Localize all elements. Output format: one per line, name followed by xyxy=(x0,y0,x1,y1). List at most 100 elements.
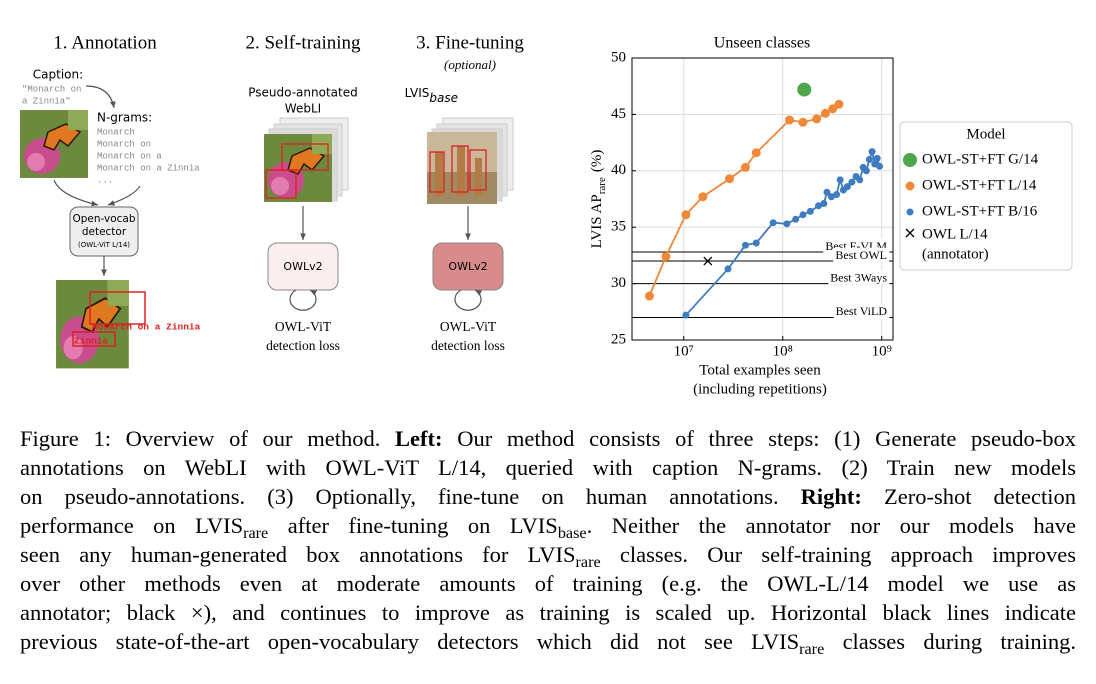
box-label: Zinnia xyxy=(74,336,109,347)
data-label: LVISbase xyxy=(405,86,458,105)
ngram: Monarch on a Zinnia xyxy=(97,163,200,173)
data-point xyxy=(836,176,844,184)
data-label: LVIS xyxy=(405,86,430,100)
data-point xyxy=(833,190,841,198)
data-label-sub: base xyxy=(429,91,458,105)
x-tick-label: 10⁹ xyxy=(872,343,892,359)
data-point xyxy=(820,200,828,208)
data-point xyxy=(806,207,814,215)
caption-text: Zero-shot detection xyxy=(861,484,1076,509)
model-label: OWLv2 xyxy=(448,260,487,273)
loss-label: detection loss xyxy=(266,338,340,353)
y-tick-label: 30 xyxy=(611,275,626,291)
caption-line: performance on LVISrare after fine-tunin… xyxy=(20,511,1076,542)
caption-text: classes. Our self-training approach impr… xyxy=(600,542,1076,567)
step-title: 3. Fine-tuning xyxy=(416,32,524,53)
reference-label-bg xyxy=(833,247,889,262)
caption-text: Our method consists of three steps: (1) … xyxy=(442,426,1076,451)
loss-label: detection loss xyxy=(431,338,505,353)
data-point xyxy=(865,156,873,164)
detector-label: detector xyxy=(82,226,127,238)
legend-title: Model xyxy=(966,126,1005,142)
caption-text: rare xyxy=(243,523,269,542)
ngram: Monarch on xyxy=(97,139,151,149)
arrow xyxy=(53,179,99,207)
caption-text: base xyxy=(557,523,587,542)
data-point xyxy=(751,148,761,158)
pseudo-box xyxy=(72,331,116,347)
data-point xyxy=(741,241,749,249)
optional-note: (optional) xyxy=(444,57,496,72)
y-axis-label-sub: rare xyxy=(596,177,608,194)
detector-model: (OWL-ViT L/14) xyxy=(78,241,130,249)
arrow xyxy=(85,85,116,109)
step-title: 1. Annotation xyxy=(53,32,157,53)
y-axis-label: LVIS APrare (%) xyxy=(589,150,607,249)
caption-text: a Zinnia" xyxy=(22,96,71,106)
y-tick-label: 40 xyxy=(611,162,626,178)
ngram: Monarch on a xyxy=(97,151,162,161)
caption-line: seen any human-generated box annotations… xyxy=(20,540,1076,571)
data-point xyxy=(862,167,870,175)
arrow xyxy=(107,185,141,206)
pseudo-box xyxy=(89,291,146,325)
legend-swatch xyxy=(905,181,915,191)
data-point xyxy=(823,188,831,196)
data-point xyxy=(644,291,654,301)
loss-label: OWL-ViT xyxy=(275,319,332,334)
caption-text: rare xyxy=(799,639,825,658)
data-point xyxy=(783,220,791,228)
data-point xyxy=(724,265,732,273)
caption-text: on pseudo-annotations. (3) Optionally, f… xyxy=(20,484,801,509)
data-point xyxy=(873,154,881,162)
data-point xyxy=(843,183,851,191)
detector-label: Open-vocab xyxy=(72,213,135,225)
data-point xyxy=(797,82,812,97)
y-axis-label: LVIS AP xyxy=(589,194,605,248)
caption-text: "Monarch on xyxy=(22,84,81,94)
caption-text: rare xyxy=(575,552,601,571)
caption-text: previous state-of-the-art open-vocabular… xyxy=(20,629,800,654)
caption-line: annotator; black ×), and continues to im… xyxy=(20,598,1076,627)
reference-label: Best 3Ways xyxy=(830,270,887,284)
data-point xyxy=(682,311,690,319)
photo xyxy=(19,109,89,179)
legend: Model OWL-ST+FT G/14 OWL-ST+FT L/14 OWL-ST+… xyxy=(899,121,1073,271)
data-point xyxy=(769,219,777,227)
annotator-marker xyxy=(703,256,713,266)
data-point xyxy=(740,162,750,172)
series-line xyxy=(648,103,840,297)
data-point xyxy=(784,115,794,125)
loop-arrow xyxy=(289,289,318,311)
data-point xyxy=(681,210,691,220)
caption-text: over other methods even at moderate amou… xyxy=(20,571,1076,596)
legend-label: OWL-ST+FT L/14 xyxy=(922,177,1037,193)
step-title: 2. Self-training xyxy=(245,32,361,53)
legend-swatch xyxy=(903,153,917,167)
loss-label: OWL-ViT xyxy=(440,319,497,334)
data-label: WebLI xyxy=(285,102,321,116)
data-label: Pseudo-annotated xyxy=(248,86,357,100)
y-tick-label: 35 xyxy=(611,219,626,235)
figure: 1. Annotation 2. Self-training 3. Fine-t… xyxy=(19,32,1073,397)
data-point xyxy=(834,99,844,109)
ngrams-label: N-grams: xyxy=(97,111,152,125)
caption-text: performance on LVIS xyxy=(20,513,244,538)
reference-label-bg xyxy=(828,270,890,285)
caption-line: annotations on WebLI with OWL-ViT L/14, … xyxy=(20,453,1076,482)
x-axis-label: Total examples seen xyxy=(699,362,821,378)
data-point xyxy=(848,178,856,186)
legend-label: OWL L/14 xyxy=(922,226,988,242)
x-tick-label: 10⁸ xyxy=(773,343,793,359)
caption-text: seen any human-generated box annotations… xyxy=(20,542,576,567)
plot-frame xyxy=(631,57,894,341)
data-point xyxy=(798,117,808,127)
data-point xyxy=(698,192,708,202)
data-point xyxy=(876,162,884,170)
loop-arrow xyxy=(454,289,483,311)
gt-box xyxy=(429,151,445,193)
caption-line: Figure 1: Overview of our method. Left: … xyxy=(20,424,1076,453)
data-point xyxy=(828,104,838,114)
reference-label: Best OWL xyxy=(835,248,887,262)
